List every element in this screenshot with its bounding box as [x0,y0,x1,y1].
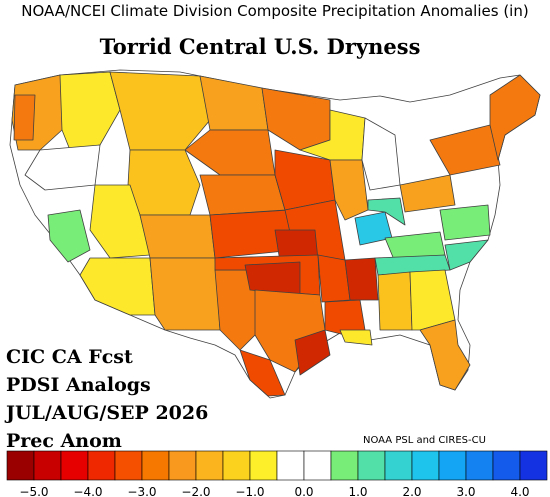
region-pennsylvania [399,174,456,213]
legend-tick-label: −3.0 [127,485,156,497]
legend-swatch [114,450,143,481]
legend-swatch [60,450,89,481]
forecast-label-line-1: CIC CA Fcst [6,346,133,368]
forecast-label-line-3: JUL/AUG/SEP 2026 [6,402,209,424]
region-new-england [489,74,541,161]
legend-tick-label: −4.0 [73,485,102,497]
region-mississippi [344,257,379,301]
region-oregon-interior [24,144,101,191]
region-new-york [429,124,501,176]
region-new-mexico [149,257,221,331]
legend-swatch [303,450,332,481]
legend-swatch [411,450,440,481]
legend-swatch [249,450,278,481]
legend-swatch [87,450,116,481]
map-subtitle: Torrid Central U.S. Dryness [99,34,421,59]
forecast-label-line-2: PDSI Analogs [6,374,151,396]
legend-swatch [6,450,35,481]
legend-swatch [465,450,494,481]
region-lower-miss-yellow [339,329,373,346]
legend-tick-label: 4.0 [510,485,529,497]
region-south-texas [239,349,286,397]
legend-swatch [384,450,413,481]
region-nevada-green [47,209,91,263]
legend-swatch [276,450,305,481]
legend-tick-label: 1.0 [348,485,367,497]
legend-swatch [222,450,251,481]
legend-swatch [519,450,548,481]
region-illinois [329,159,369,221]
legend-tick-label: −1.0 [235,485,264,497]
legend-swatch [330,450,359,481]
legend-tick-label: 2.0 [402,485,421,497]
region-texas-coast [294,329,331,376]
legend-tick-label: −5.0 [19,485,48,497]
legend-tick-label: −2.0 [181,485,210,497]
region-carolinas-teal [444,239,489,271]
region-florida [419,319,471,391]
region-wa-coast [13,94,36,141]
legend-swatch [33,450,62,481]
region-ohio-teal [367,197,406,226]
legend-swatch [492,450,521,481]
region-virginia-green [439,204,491,241]
credit-text: NOAA PSL and CIRES-CU [363,435,486,446]
map-title: NOAA/NCEI Climate Division Composite Pre… [21,2,529,20]
legend-swatch [438,450,467,481]
legend-swatch [168,450,197,481]
legend-swatch [195,450,224,481]
legend-tick-label: 0.0 [294,485,313,497]
legend-swatch [357,450,386,481]
legend-tick-label: 3.0 [456,485,475,497]
legend-swatch [141,450,170,481]
forecast-label-line-4: Prec Anom [6,430,122,452]
region-michigan [361,117,401,191]
